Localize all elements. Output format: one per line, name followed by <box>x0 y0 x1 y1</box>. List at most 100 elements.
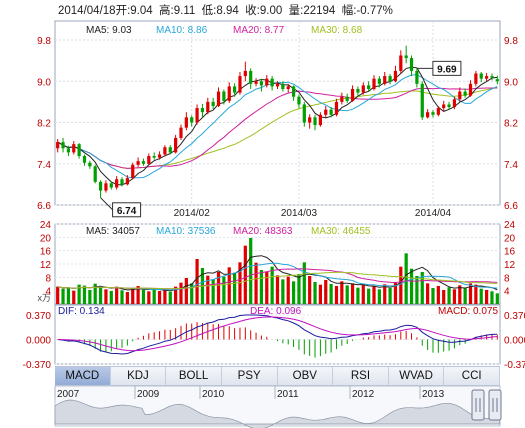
volume-bar <box>484 290 489 304</box>
close-label: 收 <box>245 5 257 17</box>
tab-kdj[interactable]: KDJ <box>111 367 167 385</box>
price-date-label: 2014/04 <box>415 208 452 219</box>
tab-cci[interactable]: CCI <box>444 367 500 385</box>
timeline-year-label: 2009 <box>137 389 160 400</box>
price-date-label: 2014/03 <box>281 208 318 219</box>
volume-bar <box>131 288 135 304</box>
tab-rsi[interactable]: RSI <box>333 367 389 385</box>
volume-bar <box>361 284 365 304</box>
macd-dea-line <box>57 316 498 352</box>
volume-bar <box>308 276 312 304</box>
volume-ma-legend: MA5: 34057 <box>86 226 140 237</box>
volume-bar <box>297 274 301 304</box>
price-tick-right: 9.8 <box>504 36 518 47</box>
open-value: 9.04 <box>130 5 153 17</box>
candle-body <box>484 76 489 79</box>
candle-body <box>56 142 60 149</box>
change-value: -0.77% <box>356 5 393 17</box>
volume-bar <box>463 288 467 304</box>
volume-tick-left: 16 <box>40 247 52 258</box>
volume-bar <box>388 288 392 304</box>
macd-tick-right: 0.370 <box>504 311 525 322</box>
volume-bar <box>420 272 424 304</box>
candle-body <box>222 91 226 101</box>
candle-body <box>168 147 172 153</box>
price-tick-right: 6.6 <box>504 201 518 212</box>
volume-bar <box>88 290 92 304</box>
tab-obv[interactable]: OBV <box>278 367 334 385</box>
volume-bar <box>436 286 440 304</box>
candle-body <box>136 161 140 165</box>
annotation-box <box>112 202 142 218</box>
candle-body <box>141 161 146 164</box>
candle-body <box>77 144 81 157</box>
volume-bar <box>458 285 462 304</box>
candle-body <box>468 83 473 96</box>
timeline-range-handle[interactable] <box>488 389 502 421</box>
tab-psy[interactable]: PSY <box>222 367 278 385</box>
price-ma-legend: MA10: 8.86 <box>156 25 208 36</box>
candle-body <box>313 117 317 126</box>
volume-bar <box>152 289 156 304</box>
low-label: 低 <box>201 5 214 17</box>
volume-bar <box>495 293 499 304</box>
macd-legend: DIF: 0.134 <box>58 306 105 317</box>
candle-body <box>120 179 124 185</box>
candle-body <box>442 104 446 109</box>
candle-body <box>270 78 274 87</box>
tab-macd[interactable]: MACD <box>55 367 111 385</box>
volume-bar <box>340 281 344 304</box>
volume-bar <box>409 268 414 304</box>
macd-dif-line <box>57 314 498 355</box>
macd-tick-right: 0.000 <box>504 336 525 347</box>
candle-body <box>291 86 296 97</box>
price-tick-left: 9.8 <box>37 36 51 47</box>
volume-bar <box>426 283 430 304</box>
price-tick-right: 8.2 <box>504 119 518 130</box>
timeline-range-handle[interactable] <box>471 389 485 421</box>
price-tick-left: 8.2 <box>37 119 51 130</box>
annotation-low-label: 6.74 <box>117 206 137 217</box>
volume-tick-right: 4 <box>504 287 510 298</box>
timeline-year-label: 2010 <box>202 389 225 400</box>
volume-bar <box>211 279 215 304</box>
volume-bar <box>302 262 306 304</box>
candle-body <box>399 55 403 71</box>
candle-body <box>415 70 419 84</box>
volume-ma-legend: MA30: 46455 <box>311 226 371 237</box>
timeline-price-area <box>54 399 501 428</box>
high-value: 9.11 <box>173 5 196 17</box>
macd-tick-left: 0.370 <box>26 311 51 322</box>
candle-body <box>184 117 188 128</box>
tab-wvad[interactable]: WVAD <box>389 367 445 385</box>
volume-bar <box>195 259 199 304</box>
macd-tick-left: 0.000 <box>26 336 51 347</box>
price-ma20-line <box>57 87 498 169</box>
volume-bar <box>270 266 274 304</box>
volume-value: 22194 <box>303 5 336 17</box>
macd-tick-left: -0.370 <box>23 360 52 371</box>
volume-bar <box>281 279 285 304</box>
volume-bar <box>350 283 355 304</box>
candle-body <box>479 73 483 79</box>
quote-date: 2014/04/18 <box>58 5 116 17</box>
volume-bar <box>393 282 398 304</box>
volume-bar <box>227 267 231 304</box>
volume-bar <box>120 290 124 304</box>
volume-tick-right: 20 <box>504 233 516 244</box>
candle-body <box>190 117 194 123</box>
candle-body <box>265 78 269 86</box>
volume-bar <box>479 288 483 304</box>
candle-body <box>157 154 162 158</box>
volume-bar <box>259 270 264 304</box>
volume-bar <box>254 262 258 304</box>
volume-ma-line <box>57 271 498 290</box>
volume-bar <box>490 291 494 304</box>
price-tick-left: 6.6 <box>37 201 51 212</box>
tab-boll[interactable]: BOLL <box>166 367 222 385</box>
timeline-year-label: 2012 <box>352 389 375 400</box>
candle-body <box>334 101 339 115</box>
volume-bar <box>377 289 381 304</box>
candle-body <box>281 83 285 89</box>
